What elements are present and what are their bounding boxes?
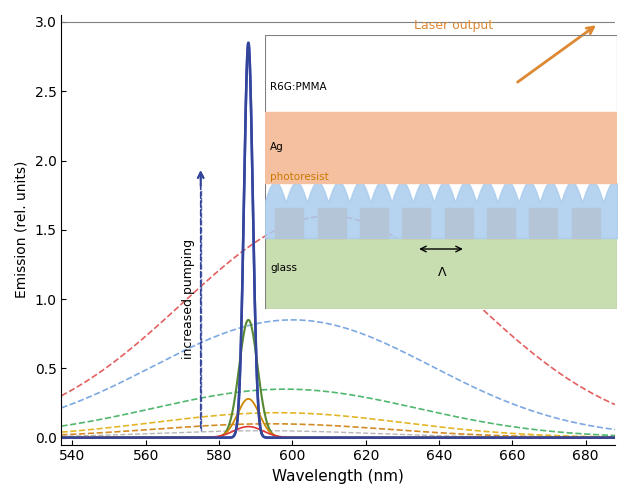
Bar	[360, 208, 388, 238]
Bar	[275, 208, 304, 238]
Text: increased pumping: increased pumping	[182, 239, 195, 359]
Y-axis label: Emission (rel. units): Emission (rel. units)	[15, 161, 29, 298]
Text: R6G:PMMA: R6G:PMMA	[270, 82, 326, 92]
Bar	[318, 208, 346, 238]
Bar	[445, 208, 472, 238]
Bar	[529, 208, 558, 238]
Bar	[265, 238, 617, 309]
Text: Ag: Ag	[270, 142, 284, 152]
Bar	[487, 208, 515, 238]
Bar	[402, 208, 430, 238]
Bar	[265, 112, 617, 183]
Text: Laser output: Laser output	[414, 19, 493, 32]
X-axis label: Wavelength (nm): Wavelength (nm)	[272, 469, 404, 484]
Text: photoresist: photoresist	[270, 172, 329, 183]
Bar	[571, 208, 600, 238]
Text: glass: glass	[270, 263, 297, 273]
Text: $\Lambda$: $\Lambda$	[437, 266, 448, 279]
